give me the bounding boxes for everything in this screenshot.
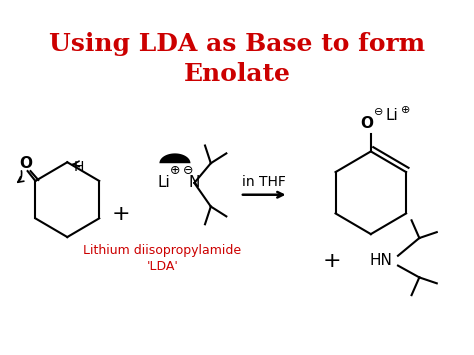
Text: +: + <box>111 204 130 224</box>
Text: 'LDA': 'LDA' <box>146 260 178 273</box>
Text: O: O <box>19 156 32 171</box>
Text: ⊖: ⊖ <box>374 107 383 117</box>
Polygon shape <box>159 153 191 163</box>
Text: ⊕: ⊕ <box>170 164 180 177</box>
Text: Lithium diisopropylamide: Lithium diisopropylamide <box>83 244 241 257</box>
Text: O: O <box>360 116 374 131</box>
Text: ⊕: ⊕ <box>401 105 410 115</box>
Text: N: N <box>189 175 200 190</box>
Text: HN: HN <box>369 253 392 268</box>
Text: ⊖: ⊖ <box>183 164 194 177</box>
Text: +: + <box>323 251 341 271</box>
Text: Li: Li <box>158 175 171 190</box>
Text: in THF: in THF <box>242 175 286 189</box>
Text: Using LDA as Base to form: Using LDA as Base to form <box>49 32 425 56</box>
Text: Li: Li <box>386 109 399 124</box>
Text: Enolate: Enolate <box>183 62 291 86</box>
Text: H: H <box>74 160 84 174</box>
